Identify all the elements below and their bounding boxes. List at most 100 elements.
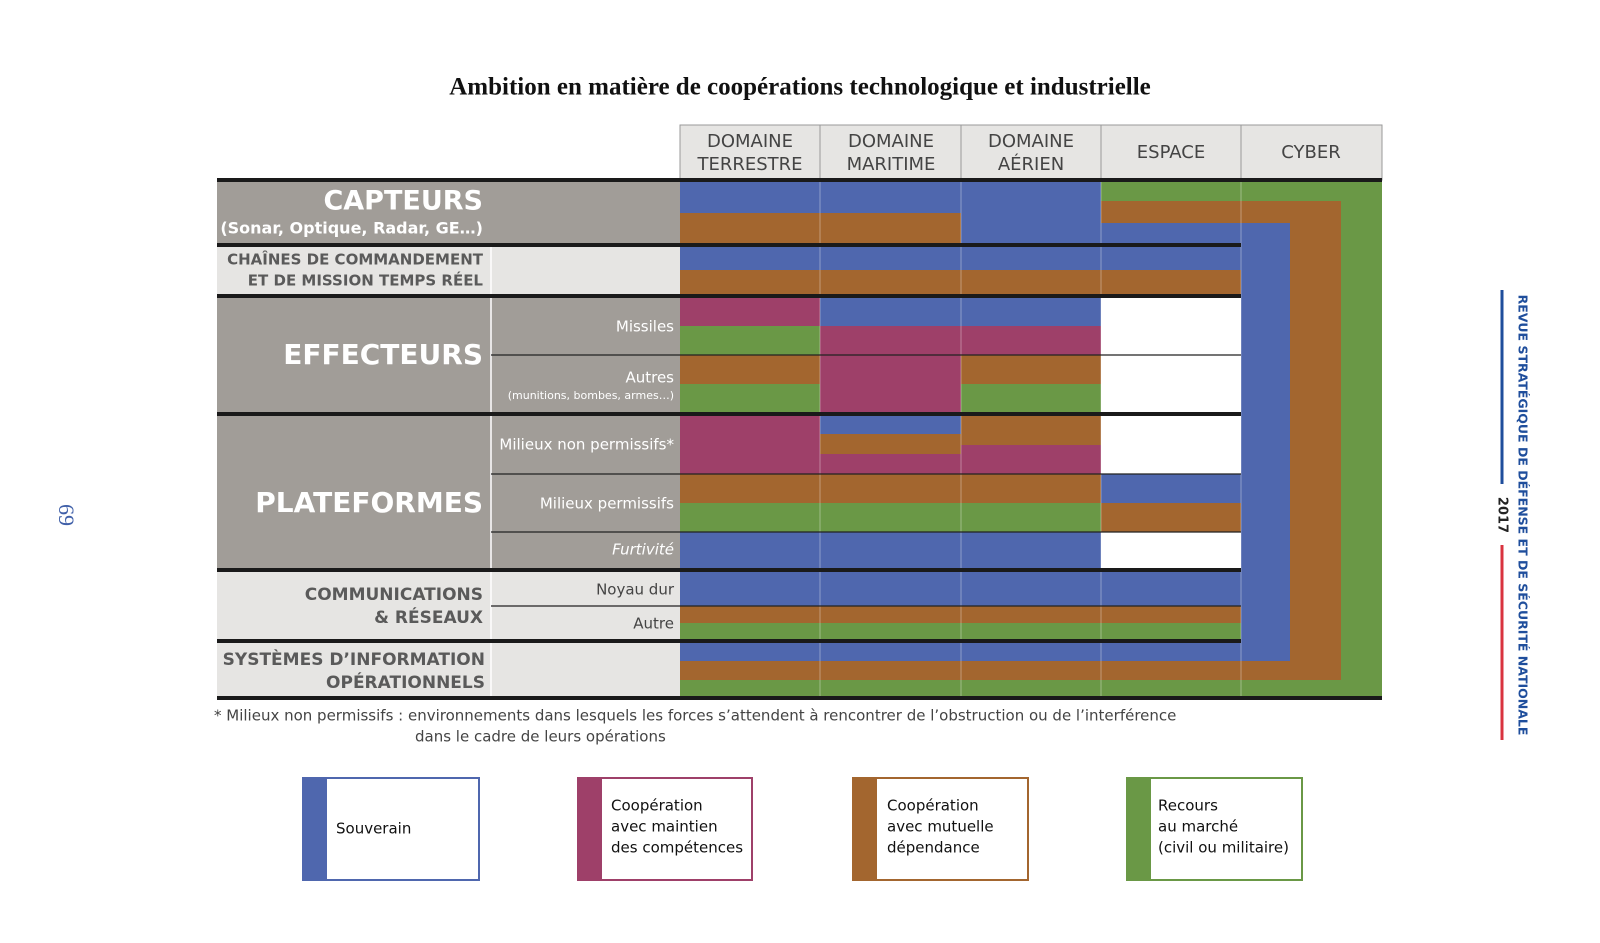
cell-band [820, 454, 961, 474]
item-label: Furtivité [612, 541, 674, 559]
column-label: DOMAINE [848, 131, 934, 152]
group-label: EFFECTEURS [283, 338, 483, 371]
legend-box [852, 777, 1029, 881]
footnote: dans le cadre de leurs opérations [415, 728, 666, 746]
cell-band [680, 414, 821, 474]
legend-box [1126, 777, 1303, 881]
footnote: * Milieux non permissifs : environnement… [214, 707, 1176, 725]
cell-band [680, 503, 1101, 532]
cell-band [680, 641, 1290, 661]
cell-band [680, 384, 821, 414]
legend-label: avec mutuelle [887, 818, 994, 836]
header: DOMAINE TERRESTRE DOMAINE MARITIME DOMAI… [679, 124, 1383, 181]
item-label: Milieux non permissifs* [499, 436, 674, 454]
group-label: SYSTÈMES D’INFORMATION [223, 648, 485, 670]
cell-band [961, 414, 1101, 445]
group-label: OPÉRATIONNELS [326, 671, 485, 693]
group-label: COMMUNICATIONS [305, 585, 483, 605]
legend-swatch [1126, 777, 1151, 881]
group-label: & RÉSEAUX [374, 606, 483, 628]
legend-label: Coopération [611, 797, 703, 815]
item-label: Autre [633, 615, 674, 633]
cell-band [1241, 223, 1290, 661]
legend-label: Souverain [336, 820, 411, 838]
legend-label: des compétences [611, 839, 743, 857]
cell-band [820, 414, 961, 434]
cell-band [1290, 223, 1341, 680]
title: Ambition en matière de coopérations tech… [449, 74, 1151, 101]
rules [217, 178, 1382, 700]
legend-label: (civil ou militaire) [1158, 839, 1289, 857]
cell-band [680, 661, 1341, 680]
side-year: 2017 [1495, 497, 1510, 533]
cell-band [820, 296, 1101, 326]
column-label: MARITIME [847, 154, 936, 175]
item-label: Missiles [616, 318, 674, 336]
cell-band [1101, 181, 1382, 201]
label-cell [217, 641, 680, 698]
cell-band [680, 213, 961, 245]
column-label: AÉRIEN [998, 153, 1064, 175]
item-label: Noyau dur [596, 581, 675, 599]
cell-band [961, 384, 1101, 414]
cell-band [680, 270, 1241, 296]
header-bg [679, 124, 1383, 181]
group-label: CAPTEURS [323, 186, 483, 217]
cell-band [820, 355, 961, 414]
page-number: 69 [54, 504, 79, 526]
cell-band [1101, 414, 1241, 474]
legend-label: Recours [1158, 797, 1218, 815]
item-label: Autres [625, 369, 674, 387]
cell-band [820, 326, 1101, 355]
label-cell [217, 181, 680, 245]
side-title: REVUE STRATÉGIQUE DE DÉFENSE ET DE SÉCUR… [1516, 295, 1531, 736]
cell-band [961, 181, 1101, 245]
legend-swatch [302, 777, 327, 881]
cell-band [1101, 503, 1241, 532]
cell-band [1101, 296, 1241, 355]
item-label: Milieux permissifs [540, 495, 674, 513]
legend-label: dépendance [887, 839, 980, 857]
cell-band [680, 532, 1101, 570]
cell-band [680, 623, 1241, 641]
cell-band [680, 570, 1241, 606]
cell-band [961, 355, 1101, 384]
legend-label: Coopération [887, 797, 979, 815]
cell-band [680, 474, 1101, 503]
cells [680, 181, 1382, 698]
cell-band [680, 606, 1241, 623]
cell-band [1101, 474, 1241, 503]
cell-band [680, 245, 1241, 270]
label-cell [217, 245, 680, 296]
group-label: CHAÎNES DE COMMANDEMENT [227, 250, 484, 269]
cell-band [680, 181, 961, 213]
cell-band [961, 445, 1101, 474]
label-cell [217, 414, 680, 570]
legend-swatch [852, 777, 877, 881]
group-note: (Sonar, Optique, Radar, GE…) [220, 219, 483, 238]
group-label: PLATEFORMES [255, 486, 483, 519]
legend-label: avec maintien [611, 818, 718, 836]
column-label: ESPACE [1137, 142, 1205, 163]
legend: Souverain Coopération avec maintien des … [302, 777, 1303, 881]
cell-band [680, 326, 821, 355]
column-label: DOMAINE [988, 131, 1074, 152]
cell-band [680, 355, 821, 384]
column-label: TERRESTRE [696, 154, 802, 175]
row-labels: CAPTEURS (Sonar, Optique, Radar, GE…) CH… [220, 186, 675, 694]
cell-band [1341, 201, 1382, 697]
cell-band [1101, 355, 1241, 414]
legend-box [302, 777, 480, 881]
cell-band [820, 434, 961, 454]
cell-band [680, 680, 1382, 698]
item-note: (munitions, bombes, armes…) [508, 389, 674, 402]
group-label: ET DE MISSION TEMPS RÉEL [248, 271, 484, 290]
column-label: CYBER [1281, 142, 1340, 163]
legend-swatch [577, 777, 602, 881]
legend-label: au marché [1158, 818, 1238, 836]
column-label: DOMAINE [707, 131, 793, 152]
cell-band [680, 296, 821, 326]
cell-band [1101, 532, 1241, 570]
cell-band [1101, 201, 1341, 223]
